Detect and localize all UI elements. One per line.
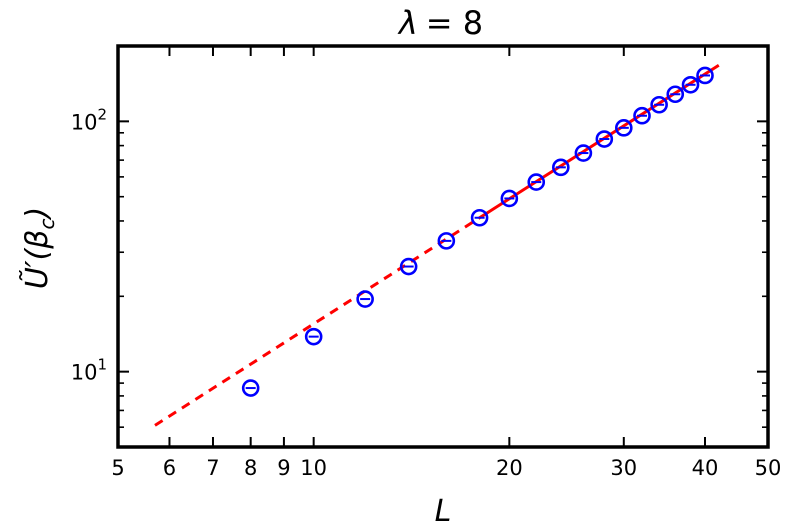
data-point (696, 66, 714, 85)
x-tick-label: 10 (300, 456, 327, 480)
data-point (552, 158, 570, 177)
x-tick-label: 7 (206, 456, 219, 480)
data-point-marker (681, 75, 700, 94)
y-axis-label-u: Ũ′(β (18, 230, 55, 290)
y-tick-label-base: 10 (71, 361, 98, 385)
chart-title-rest: = 8 (426, 4, 483, 42)
data-point-marker (595, 130, 614, 148)
x-axis-label: L (435, 494, 452, 529)
data-point-marker (356, 290, 374, 308)
data-point (437, 232, 456, 250)
y-axis-label: Ũ′(βc) (18, 207, 59, 289)
data-point (356, 290, 374, 308)
x-tick-label: 20 (496, 456, 523, 480)
data-point-marker (552, 158, 570, 177)
data-point-marker (650, 95, 668, 114)
data-point-marker (470, 208, 489, 227)
data-point-marker (574, 144, 593, 162)
data-point (241, 379, 260, 397)
y-tick-label-base: 10 (71, 110, 98, 134)
data-point (500, 189, 519, 208)
data-point (304, 327, 323, 346)
chart-title-lambda: λ (397, 4, 418, 42)
data-point (633, 106, 651, 125)
data-point (527, 173, 546, 191)
y-axis-label-close: ) (20, 207, 55, 221)
y-tick-label: 102 (71, 105, 107, 134)
x-tick-label: 30 (610, 456, 637, 480)
chart-title: λ = 8 (397, 4, 483, 42)
x-tick-label: 50 (755, 456, 782, 480)
data-point (574, 144, 593, 162)
data-point-marker (666, 85, 685, 104)
y-axis-label-sub: c (35, 219, 59, 230)
data-point-marker (696, 66, 714, 85)
y-tick-label-exponent: 2 (97, 105, 107, 123)
data-point-marker (527, 173, 546, 191)
x-tick-label: 9 (277, 456, 290, 480)
y-tick-label-exponent: 1 (97, 356, 107, 374)
data-point-marker (304, 327, 323, 346)
data-point (595, 130, 614, 148)
x-tick-label: 40 (692, 456, 719, 480)
data-point (650, 95, 668, 114)
data-point-marker (437, 232, 456, 250)
plot-area (154, 64, 720, 427)
data-point-marker (500, 189, 519, 208)
fit-line-solid (478, 64, 720, 220)
data-point (470, 208, 489, 227)
data-point-marker (614, 119, 633, 137)
data-point-marker (399, 257, 418, 276)
plot-frame (116, 44, 770, 449)
data-point-marker (633, 106, 651, 125)
y-tick-label: 101 (71, 356, 107, 385)
data-point (399, 257, 418, 276)
data-point (681, 75, 700, 94)
x-tick-label: 8 (244, 456, 257, 480)
x-tick-label: 6 (163, 456, 176, 480)
data-point-marker (241, 379, 260, 397)
fit-line-dashed (154, 216, 481, 427)
x-tick-label: 5 (111, 456, 124, 480)
data-point (614, 119, 633, 137)
data-point (666, 85, 685, 104)
